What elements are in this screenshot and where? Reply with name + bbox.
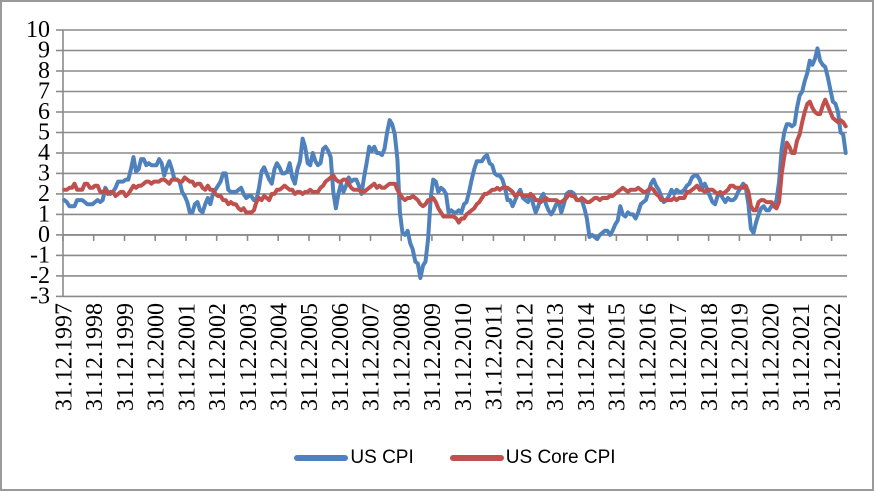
x-axis-label: 31.12.1999 [113,303,139,411]
y-axis-label: 10 [26,17,50,43]
x-axis-label: 31.12.2022 [820,303,846,411]
x-axis-label: 31.12.2020 [758,303,784,411]
series-line-us-cpi [62,46,848,280]
y-axis-label: 7 [38,79,50,105]
legend-item-us-core-cpi: US Core CPI [449,447,616,469]
y-axis-label: 1 [38,201,50,227]
y-axis-label: 5 [38,120,50,146]
us-cpi-line-swatch [294,455,349,461]
us-core-cpi-line-swatch [449,455,504,461]
x-axis-label: 31.12.2004 [267,303,293,411]
x-axis-label: 31.12.2000 [144,303,170,411]
x-axis-label: 31.12.2008 [390,303,416,411]
x-axis-label: 31.12.2006 [328,303,354,411]
x-axis-label: 31.12.2018 [697,303,723,411]
x-axis-label: 31.12.2010 [451,303,477,411]
x-axis-label: 31.12.2021 [789,303,815,411]
x-axis-label: 31.12.2005 [297,303,323,411]
x-axis-label: 31.12.1998 [82,303,108,411]
y-axis-label: -1 [30,242,50,268]
legend-label-us-core-cpi: US Core CPI [505,447,616,468]
y-axis-label: 8 [38,58,50,84]
x-axis-label: 31.12.2015 [605,303,631,411]
legend-item-us-cpi: US CPI [294,447,414,469]
x-axis-label: 31.12.2003 [236,303,262,411]
y-axis-label: 3 [38,160,50,186]
legend-label-us-cpi: US CPI [350,447,414,468]
x-axis-label: 31.12.2014 [574,303,600,411]
y-axis-label: 4 [38,140,50,166]
x-axis-label: 31.12.2007 [359,303,385,411]
y-axis-label: 9 [38,38,50,64]
x-axis-label: 31.12.2001 [174,303,200,411]
x-axis-label: 31.12.2019 [728,303,754,411]
y-axis-label: -3 [30,283,50,309]
legend: US CPI US Core CPI [63,443,847,473]
x-axis-label: 31.12.2012 [513,303,539,411]
y-axis-label: 6 [38,99,50,125]
x-axis-label: 31.12.2013 [543,303,569,411]
x-axis-label: 31.12.2002 [205,303,231,411]
y-axis-label: 2 [38,181,50,207]
x-axis-label: 31.12.2017 [666,303,692,411]
x-axis-label: 31.12.2011 [482,303,508,410]
x-axis-label: 31.12.2009 [420,303,446,411]
y-axis-label: 0 [38,222,50,248]
y-axis-label: -2 [30,263,50,289]
x-axis-label: 31.12.2016 [635,303,661,411]
x-axis-label: 31.12.1997 [51,303,77,411]
series-line-us-core-cpi [62,97,848,225]
